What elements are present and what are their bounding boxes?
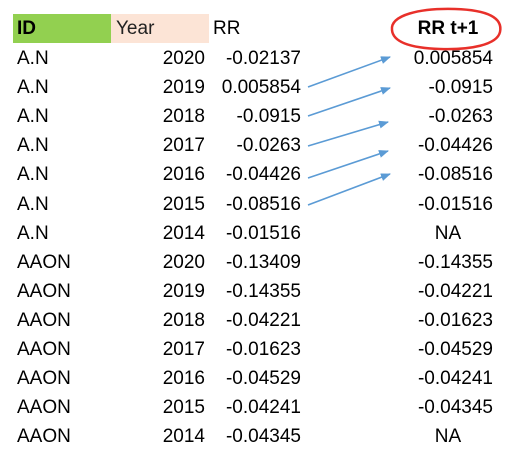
cell-rr-next[interactable]: NA	[434, 222, 462, 244]
red-circle-annotation	[390, 7, 502, 51]
cell-rr[interactable]: -0.0915	[236, 106, 301, 128]
cell-id[interactable]: AAON	[17, 309, 71, 331]
arrow-4	[307, 150, 389, 179]
cell-id[interactable]: AAON	[17, 280, 71, 302]
cell-rr-next[interactable]: NA	[434, 426, 462, 448]
cell-rr[interactable]: -0.04426	[225, 164, 301, 186]
cell-rr[interactable]: -0.13409	[225, 251, 301, 273]
cell-id[interactable]: A.N	[17, 77, 49, 99]
table-row: AAON 2017 -0.01623 -0.04529	[0, 335, 523, 364]
table-row: AAON 2019 -0.14355 -0.04221	[0, 277, 523, 306]
header-year[interactable]: Year	[111, 14, 209, 43]
cell-year[interactable]: 2018	[162, 106, 205, 128]
cell-year[interactable]: 2017	[162, 339, 205, 360]
cell-year[interactable]: 2019	[162, 77, 205, 99]
cell-id[interactable]: AAON	[17, 397, 71, 419]
cell-year[interactable]: 2016	[162, 164, 205, 186]
table-row: AAON 2018 -0.04221 -0.01623	[0, 306, 523, 335]
cell-year[interactable]: 2017	[162, 135, 205, 157]
cell-id[interactable]: A.N	[17, 48, 49, 69]
cell-id[interactable]: AAON	[17, 251, 71, 273]
cell-year[interactable]: 2020	[162, 48, 205, 69]
arrow-5	[307, 173, 391, 206]
cell-rr-next[interactable]: -0.04345	[417, 397, 493, 419]
cell-rr[interactable]: -0.01516	[225, 222, 301, 244]
cell-rr[interactable]: -0.04529	[225, 368, 301, 390]
header-rr-next[interactable]: RR t+1	[417, 18, 479, 39]
header-id[interactable]: ID	[13, 14, 111, 43]
arrow-2	[307, 87, 391, 117]
table-row: A.N 2017 -0.0263 -0.04426	[0, 131, 523, 160]
cell-rr[interactable]: -0.04221	[225, 309, 301, 331]
cell-rr[interactable]: -0.08516	[225, 193, 301, 215]
cell-rr-next[interactable]: -0.08516	[417, 164, 493, 186]
cell-id[interactable]: A.N	[17, 164, 49, 186]
cell-id[interactable]: AAON	[17, 339, 71, 360]
cell-year[interactable]: 2020	[162, 251, 205, 273]
cell-year[interactable]: 2015	[162, 397, 205, 419]
cell-year[interactable]: 2019	[162, 280, 205, 302]
cell-id[interactable]: A.N	[17, 106, 49, 128]
cell-year[interactable]: 2014	[162, 426, 205, 448]
cell-year[interactable]: 2018	[162, 309, 205, 331]
cell-rr-next[interactable]: -0.04426	[417, 135, 493, 157]
header-rr[interactable]: RR	[213, 18, 241, 39]
cell-year[interactable]: 2016	[162, 368, 205, 390]
table-row: A.N 2020 -0.02137 0.005854	[0, 44, 523, 73]
cell-rr[interactable]: -0.14355	[225, 280, 301, 302]
table-row: A.N 2016 -0.04426 -0.08516	[0, 160, 523, 189]
cell-rr-next[interactable]: -0.01623	[417, 309, 493, 331]
table-row: AAON 2015 -0.04241 -0.04345	[0, 393, 523, 422]
cell-id[interactable]: AAON	[17, 368, 71, 390]
cell-id[interactable]: A.N	[17, 135, 49, 157]
cell-id[interactable]: AAON	[17, 426, 71, 448]
cell-rr[interactable]: -0.04241	[225, 397, 301, 419]
cell-rr-next[interactable]: -0.04529	[417, 339, 493, 360]
table-row: A.N 2014 -0.01516 NA	[0, 219, 523, 248]
cell-rr-next[interactable]: 0.005854	[413, 48, 493, 69]
table-row: A.N 2019 0.005854 -0.0915	[0, 73, 523, 102]
cell-rr[interactable]: -0.02137	[225, 48, 301, 69]
cell-rr-next[interactable]: -0.04241	[417, 368, 493, 390]
cell-rr-next[interactable]: -0.01516	[417, 193, 493, 215]
cell-rr[interactable]: -0.04345	[225, 426, 301, 448]
table-row: A.N 2018 -0.0915 -0.0263	[0, 102, 523, 131]
cell-year[interactable]: 2014	[162, 222, 205, 244]
cell-rr-next[interactable]: -0.0263	[428, 106, 493, 128]
cell-rr[interactable]: -0.0263	[236, 135, 301, 157]
table-row: AAON 2014 -0.04345 NA	[0, 422, 523, 451]
cell-year[interactable]: 2015	[162, 193, 205, 215]
cell-rr-next[interactable]: -0.0915	[428, 77, 493, 99]
table-row: AAON 2020 -0.13409 -0.14355	[0, 248, 523, 277]
cell-rr[interactable]: -0.01623	[225, 339, 301, 360]
table-row: A.N 2015 -0.08516 -0.01516	[0, 190, 523, 219]
cell-id[interactable]: A.N	[17, 193, 49, 215]
cell-rr[interactable]: 0.005854	[221, 77, 301, 99]
cell-id[interactable]: A.N	[17, 222, 49, 244]
cell-rr-next[interactable]: -0.04221	[417, 280, 493, 302]
arrow-1	[307, 56, 391, 88]
arrow-3	[307, 120, 389, 147]
cell-rr-next[interactable]: -0.14355	[417, 251, 493, 273]
table-row: AAON 2016 -0.04529 -0.04241	[0, 364, 523, 393]
